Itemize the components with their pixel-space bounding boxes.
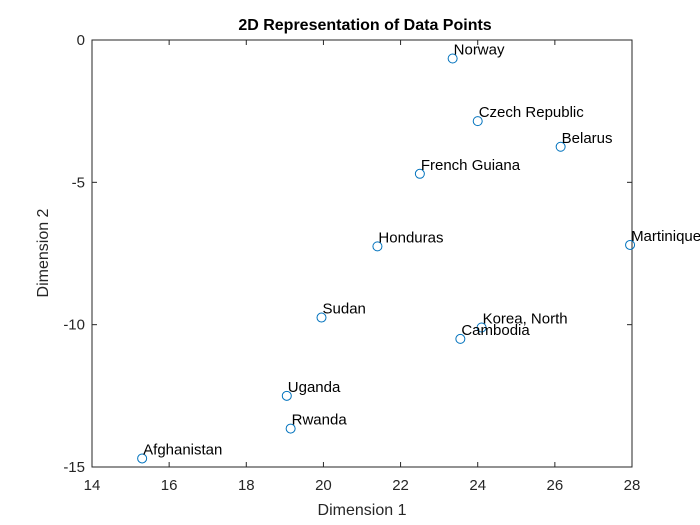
y-tick-label-1: -5 [72, 174, 85, 191]
data-label-0: Norway [454, 42, 505, 59]
data-label-6: Sudan [323, 301, 366, 318]
data-label-5: Martinique [631, 228, 700, 245]
data-point-11 [137, 453, 148, 464]
data-label-3: French Guiana [421, 157, 521, 174]
x-tick-label-6: 26 [547, 477, 564, 494]
x-tick-label-0: 14 [84, 477, 101, 494]
data-label-11: Afghanistan [143, 441, 222, 458]
x-axis-label: Dimension 1 [318, 502, 407, 519]
x-tick-label-2: 18 [238, 477, 255, 494]
data-point-3 [414, 168, 425, 179]
data-label-8: Cambodia [461, 322, 530, 339]
data-point-9 [281, 390, 292, 401]
x-tick-label-5: 24 [469, 477, 486, 494]
data-point-0 [447, 53, 458, 64]
data-point-8 [455, 333, 466, 344]
plot-area [91, 39, 633, 468]
data-label-10: Rwanda [292, 412, 348, 429]
data-label-7: Korea, North [483, 311, 568, 328]
data-label-1: Czech Republic [479, 104, 585, 121]
data-point-2 [555, 141, 566, 152]
data-point-6 [316, 312, 327, 323]
y-tick-label-0: 0 [77, 32, 85, 49]
data-label-4: Honduras [378, 229, 443, 246]
data-point-7 [476, 322, 487, 333]
data-point-5 [625, 239, 636, 250]
data-point-10 [285, 423, 296, 434]
x-tick-label-4: 22 [392, 477, 409, 494]
data-point-1 [472, 116, 483, 127]
chart-title: 2D Representation of Data Points [238, 17, 491, 34]
x-tick-label-7: 28 [624, 477, 641, 494]
x-tick-label-1: 16 [161, 477, 178, 494]
x-tick-label-3: 20 [315, 477, 332, 494]
axis-ticks: 14 16 18 20 22 24 26 28 0 -5 -10 -15 [63, 32, 640, 494]
data-label-2: Belarus [562, 130, 613, 147]
data-point-4 [372, 241, 383, 252]
y-axis-label: Dimension 2 [35, 208, 52, 297]
y-tick-label-2: -10 [63, 317, 85, 334]
data-points: Norway Czech Republic Belarus French Guiana… [137, 42, 700, 464]
data-label-9: Uganda [288, 379, 341, 396]
y-tick-label-3: -15 [63, 459, 85, 476]
